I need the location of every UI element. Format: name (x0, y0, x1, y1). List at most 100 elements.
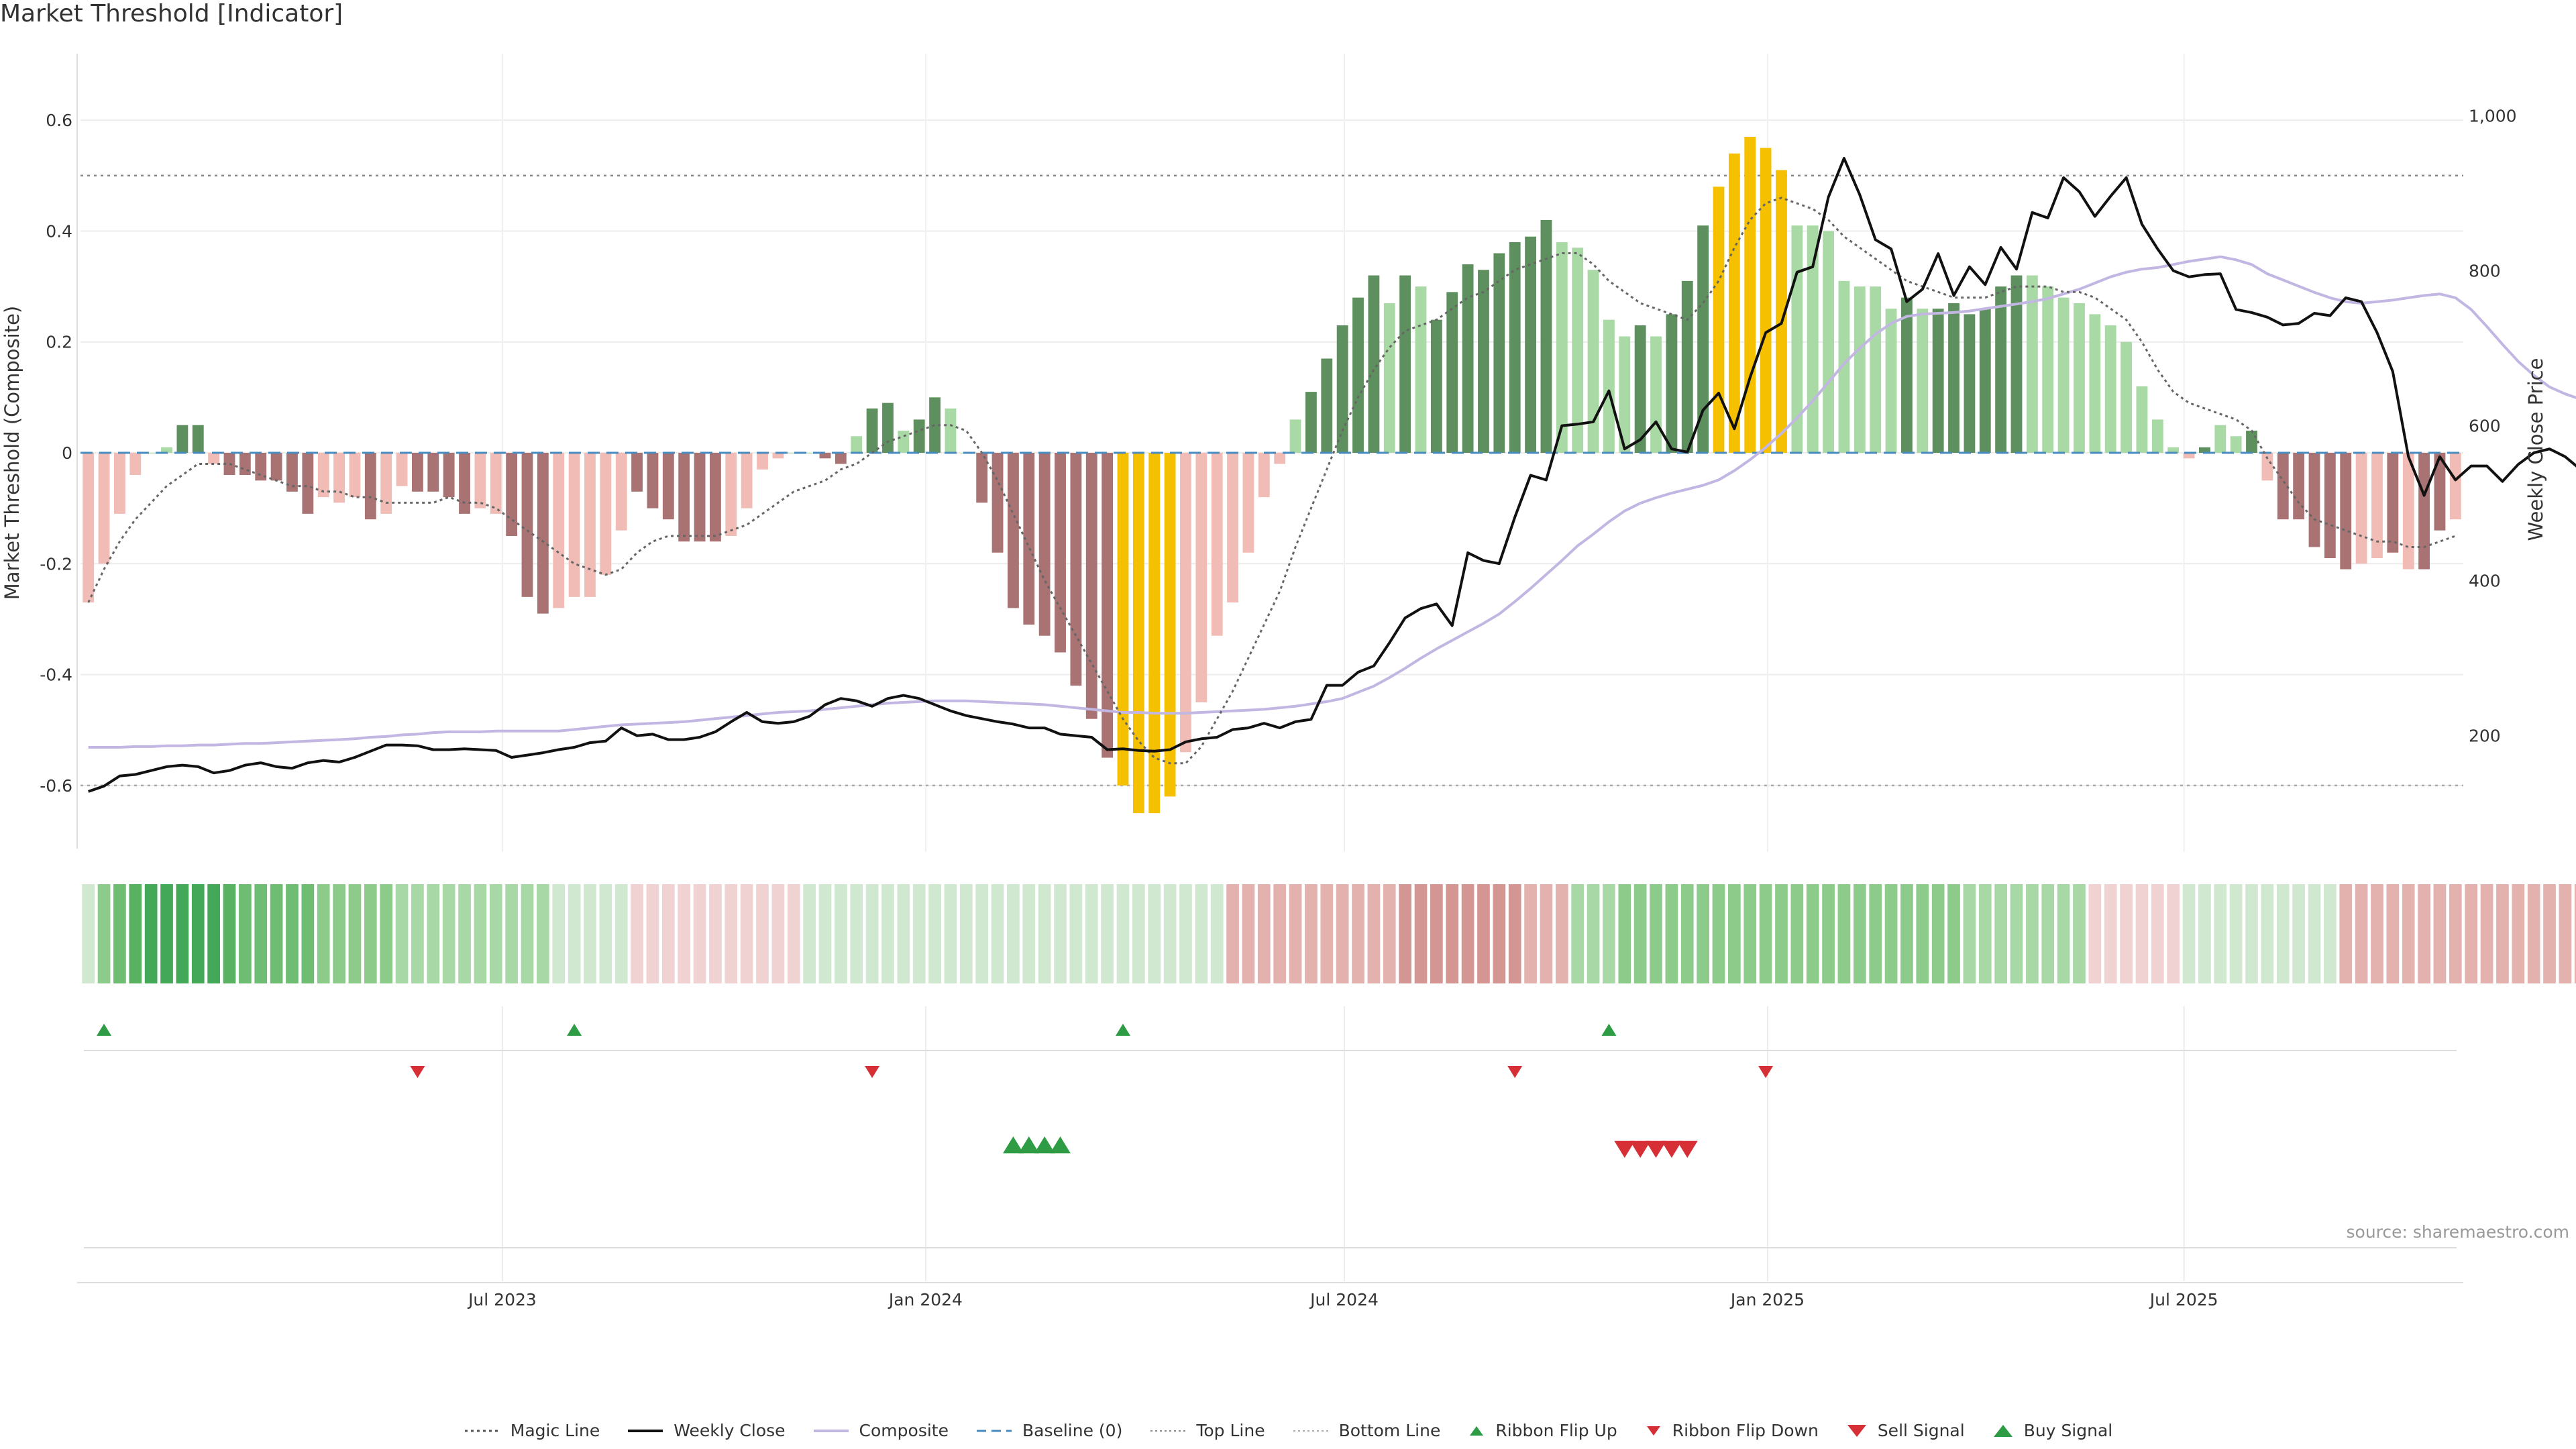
composite-bar-86 (1430, 319, 1442, 453)
ribbon-cell-142 (2308, 884, 2321, 983)
legend-icon-bottom-line (1293, 1430, 1328, 1432)
composite-bar-115 (1885, 309, 1897, 453)
ribbon-cell-154 (2496, 884, 2509, 983)
ribbon-cell-33 (599, 884, 612, 983)
ribbon-cell-65 (1101, 884, 1114, 983)
ribbon-cell-115 (1884, 884, 1898, 983)
ribbon-cell-56 (959, 884, 973, 983)
composite-bar-50 (866, 408, 878, 453)
buy-signal-0 (1003, 1136, 1024, 1154)
composite-bar-49 (851, 436, 863, 453)
composite-bar-129 (2104, 325, 2116, 453)
ribbon-cell-121 (1978, 884, 1992, 983)
ribbon-cell-7 (191, 884, 205, 983)
ribbon-cell-52 (897, 884, 910, 983)
ribbon-cell-133 (2167, 884, 2180, 983)
composite-bar-40 (710, 453, 721, 542)
axes: -0.6 -0.4 -0.2 0 0.2 0.4 0.6 200 400 600 800 1,000 J… (1, 54, 2547, 1309)
composite-bar-87 (1446, 292, 1458, 453)
composite-bar-80 (1336, 325, 1348, 453)
ribbon-cell-107 (1759, 884, 1772, 983)
composite-bar-122 (1995, 286, 2007, 453)
legend-item-magic-line: Magic Line (464, 1421, 600, 1440)
composite-bar-62 (1055, 453, 1066, 653)
composite-bar-102 (1681, 280, 1693, 453)
ribbon-cell-39 (693, 884, 706, 983)
ribbon-cell-41 (724, 884, 738, 983)
ribbon-cell-132 (2151, 884, 2164, 983)
composite-bar-22 (427, 453, 439, 492)
composite-bar-119 (1948, 303, 1960, 453)
composite-bar-66 (1117, 453, 1129, 786)
ribbon-cell-12 (270, 884, 283, 983)
ribbon-cell-125 (2041, 884, 2055, 983)
ribbon-cell-58 (991, 884, 1004, 983)
composite-bar-30 (553, 453, 565, 608)
series-lines (80, 157, 2576, 793)
ribbon-cell-128 (2088, 884, 2102, 983)
composite-bar-106 (1744, 136, 1756, 453)
composite-bar-20 (396, 453, 408, 486)
composite-bar-23 (443, 453, 455, 498)
composite-bar-7 (192, 425, 204, 453)
ribbon-cell-5 (160, 884, 173, 983)
ribbon-cell-96 (1587, 884, 1600, 983)
ribbon-cell-136 (2214, 884, 2227, 983)
ribbon-cell-45 (787, 884, 800, 983)
ribbon-cell-48 (835, 884, 847, 983)
composite-bar-139 (2261, 453, 2273, 481)
legend-icon-top-line (1150, 1430, 1186, 1432)
ribbon-cell-15 (317, 884, 330, 983)
composite-bar-125 (2042, 286, 2054, 453)
right-tick-label-3: 800 (2469, 261, 2501, 280)
ribbon-cell-26 (489, 884, 502, 983)
left-axis-title: Market Threshold (Composite) (1, 306, 23, 600)
composite-bar-53 (913, 419, 925, 453)
ribbon-cell-81 (1352, 884, 1364, 983)
composite-bar-11 (255, 453, 267, 481)
ribbon-cell-46 (803, 884, 816, 983)
ribbon-cell-4 (144, 884, 158, 983)
ribbon-cell-159 (2574, 884, 2576, 983)
ribbon-flip-down-3 (1758, 1066, 1774, 1078)
composite-bar-131 (2136, 386, 2148, 453)
ribbon-cell-105 (1728, 884, 1741, 983)
ribbon-cell-73 (1226, 884, 1239, 983)
sell-signal-1 (1629, 1140, 1651, 1158)
composite-bar-58 (991, 453, 1004, 553)
ribbon-cell-37 (661, 884, 675, 983)
composite-bar-19 (380, 453, 392, 514)
composite-bar-73 (1227, 453, 1238, 603)
composite-bar-10 (239, 453, 251, 476)
composite-bar-60 (1023, 453, 1035, 625)
ribbon-cell-108 (1775, 884, 1788, 983)
ribbon-cell-71 (1195, 884, 1208, 983)
composite-bar-0 (83, 453, 95, 603)
composite-bar-110 (1807, 225, 1819, 453)
composite-bar-144 (2340, 453, 2352, 570)
ribbon-cell-3 (129, 884, 142, 983)
ribbon-cell-59 (1007, 884, 1020, 983)
ribbon-cell-89 (1477, 884, 1490, 983)
composite-bar-92 (1525, 236, 1536, 453)
signal-markers (84, 1024, 2457, 1248)
composite-bar-14 (302, 453, 314, 514)
composite-bar-63 (1070, 453, 1082, 686)
chart-title: Market Threshold [Indicator] (0, 0, 343, 28)
ribbon-cell-145 (2355, 884, 2368, 983)
ribbon-cell-51 (881, 884, 894, 983)
composite-bar-41 (725, 453, 737, 536)
legend-label-composite: Composite (859, 1421, 949, 1440)
composite-bar-69 (1164, 453, 1176, 797)
ribbon-cell-94 (1555, 884, 1568, 983)
ribbon-cell-78 (1305, 884, 1318, 983)
composite-bar-6 (176, 425, 189, 453)
composite-bar-117 (1917, 309, 1929, 453)
composite-bar-118 (1932, 309, 1944, 453)
composite-bar-77 (1289, 419, 1301, 453)
magic-line-line (87, 197, 2456, 765)
right-tick-label-0: 200 (2469, 727, 2501, 746)
composite-bar-15 (317, 453, 329, 498)
composite-bar-74 (1242, 453, 1254, 553)
ribbon-cell-57 (975, 884, 989, 983)
